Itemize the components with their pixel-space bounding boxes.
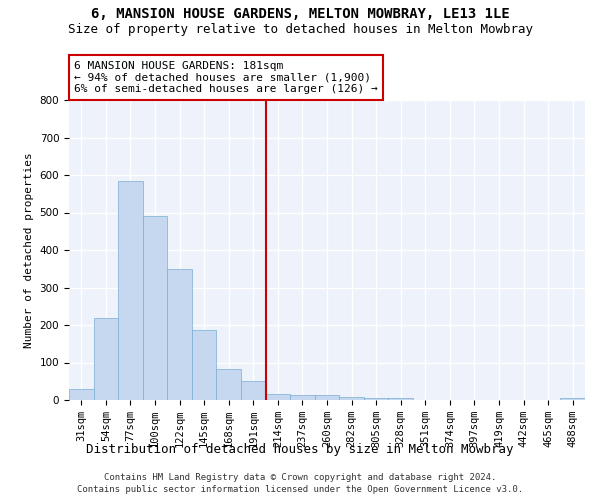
Bar [290,395,315,400]
Bar [339,398,364,400]
Bar [118,180,143,400]
Bar [143,216,167,400]
Bar [388,398,413,400]
Text: Distribution of detached houses by size in Melton Mowbray: Distribution of detached houses by size … [86,442,514,456]
Bar [217,369,241,400]
Bar [167,269,192,400]
Bar [241,380,266,400]
Bar [266,394,290,400]
Bar [69,389,94,400]
Text: Size of property relative to detached houses in Melton Mowbray: Size of property relative to detached ho… [67,22,533,36]
Bar [94,318,118,400]
Text: 6 MANSION HOUSE GARDENS: 181sqm
← 94% of detached houses are smaller (1,900)
6% : 6 MANSION HOUSE GARDENS: 181sqm ← 94% of… [74,61,378,94]
Bar [192,330,217,400]
Bar [560,398,585,400]
Bar [315,395,339,400]
Text: 6, MANSION HOUSE GARDENS, MELTON MOWBRAY, LE13 1LE: 6, MANSION HOUSE GARDENS, MELTON MOWBRAY… [91,8,509,22]
Text: Contains public sector information licensed under the Open Government Licence v3: Contains public sector information licen… [77,485,523,494]
Bar [364,398,388,400]
Text: Contains HM Land Registry data © Crown copyright and database right 2024.: Contains HM Land Registry data © Crown c… [104,472,496,482]
Y-axis label: Number of detached properties: Number of detached properties [24,152,34,348]
